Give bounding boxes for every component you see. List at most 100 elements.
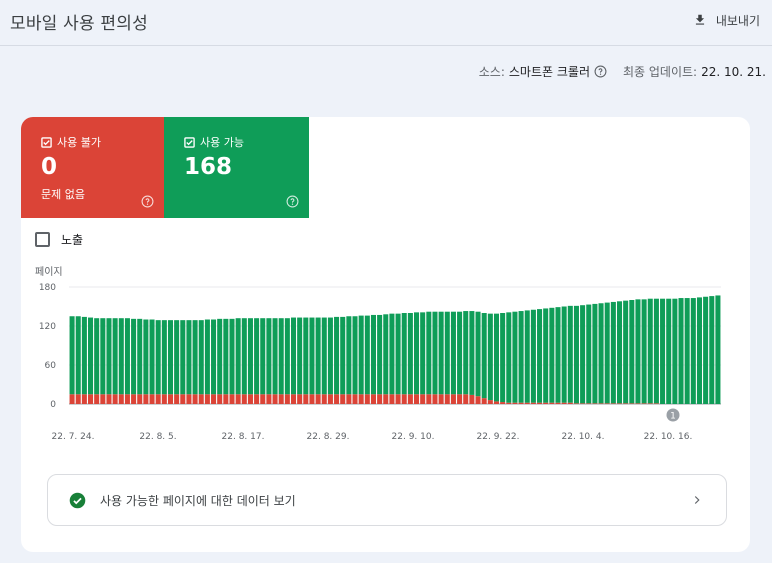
updated-value: 22. 10. 21. (701, 64, 766, 79)
bar-usable (537, 309, 543, 403)
bar-usable (487, 313, 493, 401)
bar-unusable (512, 402, 518, 404)
help-icon[interactable] (141, 195, 154, 208)
bar-usable (143, 319, 149, 395)
bar-usable (469, 311, 475, 395)
bar-usable (457, 311, 463, 395)
bar-unusable (315, 394, 321, 404)
bar-unusable (580, 403, 586, 404)
bar-unusable (549, 402, 555, 404)
bar-usable (561, 306, 567, 403)
bar-usable (137, 318, 143, 395)
bar-unusable (573, 403, 579, 404)
bar-unusable (567, 402, 573, 404)
bar-unusable (81, 394, 87, 404)
bar-unusable (266, 394, 272, 404)
bar-unusable (106, 394, 112, 404)
bar-usable (481, 313, 487, 399)
bar-usable (260, 318, 266, 395)
bar-usable (623, 300, 629, 404)
bar-unusable (235, 394, 241, 404)
bar-unusable (598, 403, 604, 404)
bar-unusable (340, 394, 346, 404)
page-title: 모바일 사용 편의성 (10, 14, 148, 34)
chevron-right-icon (694, 496, 700, 504)
bar-usable (573, 305, 579, 404)
bar-usable (660, 298, 666, 404)
bar-unusable (223, 394, 229, 404)
bar-usable (358, 315, 364, 395)
source-info: 소스: 스마트폰 크롤러 최종 업데이트: 22. 10. 21. (479, 63, 766, 80)
bar-usable (580, 305, 586, 404)
bar-unusable (100, 394, 106, 404)
export-button[interactable]: 내보내기 (693, 9, 760, 31)
check-circle-icon (69, 492, 86, 508)
bar-usable (297, 317, 303, 395)
bar-unusable (75, 394, 81, 404)
bar-usable (592, 303, 598, 404)
bar-usable (235, 318, 241, 395)
checkbox-checked-icon (41, 136, 52, 148)
bar-unusable (352, 394, 358, 404)
bar-unusable (364, 394, 370, 404)
bar-unusable (432, 394, 438, 404)
bar-usable (167, 320, 174, 395)
bar-usable (604, 302, 610, 404)
bar-usable (555, 307, 561, 403)
bar-usable (278, 318, 284, 395)
bar-usable (340, 316, 346, 395)
bar-usable (395, 313, 401, 395)
bar-unusable (192, 394, 198, 404)
bar-usable (475, 311, 481, 397)
y-axis-label: 페이지 (35, 266, 63, 278)
bar-unusable (414, 394, 420, 404)
bar-usable (229, 318, 235, 395)
tile-unusable[interactable]: 사용 불가 0 문제 없음 (21, 117, 164, 218)
bar-usable (211, 319, 217, 395)
bar-usable (118, 318, 124, 395)
bar-usable (401, 313, 407, 395)
bar-usable (506, 312, 512, 403)
bar-unusable (383, 394, 389, 404)
bar-unusable (327, 394, 333, 404)
bar-usable (321, 317, 327, 395)
impressions-toggle[interactable]: 노출 (35, 231, 83, 248)
bar-usable (284, 318, 290, 395)
bar-usable (198, 320, 204, 395)
bar-usable (315, 317, 321, 395)
bar-unusable (401, 394, 407, 404)
impressions-checkbox[interactable] (35, 232, 50, 247)
bar-usable (389, 313, 395, 395)
bar-usable (124, 318, 130, 395)
bar-usable (161, 320, 167, 395)
bar-unusable (604, 403, 610, 404)
bar-usable (149, 319, 155, 395)
source-value: 스마트폰 크롤러 (508, 65, 590, 79)
help-icon[interactable] (286, 195, 299, 208)
bar-unusable (167, 394, 174, 404)
bar-usable (303, 317, 309, 395)
bar-usable (69, 316, 75, 395)
bar-usable (684, 298, 690, 404)
source-label: 소스: (478, 65, 505, 79)
bar-usable (512, 311, 518, 403)
bar-unusable (155, 394, 161, 404)
bar-unusable (69, 394, 75, 404)
tile-label: 사용 불가 (57, 136, 101, 149)
bar-usable (530, 309, 536, 403)
help-icon[interactable] (594, 65, 607, 78)
bar-usable (666, 298, 672, 404)
checkbox-checked-icon (184, 136, 195, 148)
bar-usable (370, 314, 376, 395)
bar-unusable (321, 394, 327, 404)
bar-unusable (137, 394, 143, 404)
annotation-marker (666, 408, 680, 422)
y-tick-label: 60 (45, 361, 57, 371)
view-usable-pages-link[interactable]: 사용 가능한 페이지에 대한 데이터 보기 (47, 474, 727, 526)
bar-unusable (610, 403, 616, 404)
bar-usable (364, 315, 370, 395)
bar-unusable (475, 396, 481, 404)
bar-usable (112, 318, 118, 395)
tile-usable[interactable]: 사용 가능 168 (164, 117, 309, 218)
bar-unusable (463, 394, 469, 404)
